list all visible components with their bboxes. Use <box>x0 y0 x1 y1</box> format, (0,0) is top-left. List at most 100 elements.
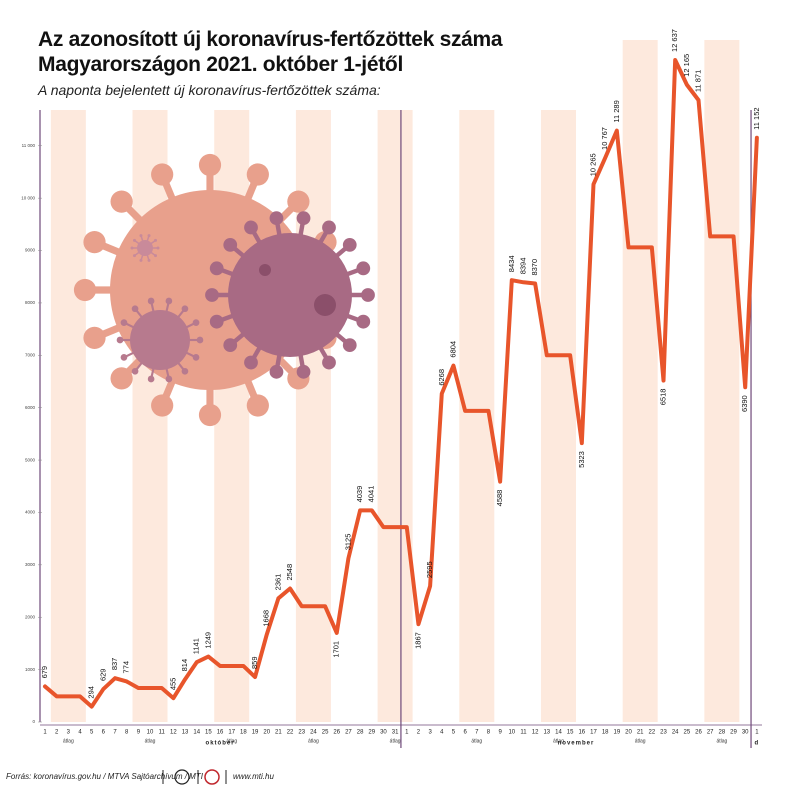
x-tick-label: 29 <box>730 730 737 736</box>
value-label: 814 <box>180 659 189 672</box>
y-tick-label: 7000 <box>25 352 36 357</box>
x-tick-label: 3 <box>67 730 71 736</box>
band-label: átlag <box>553 738 564 744</box>
band-label: átlag <box>226 738 237 744</box>
value-label: 455 <box>168 678 177 691</box>
value-label: 6390 <box>740 395 749 412</box>
x-tick-label: 19 <box>252 730 259 736</box>
value-label: 774 <box>122 661 131 674</box>
x-tick-label: 8 <box>125 730 129 736</box>
virus-spot <box>259 264 271 276</box>
virus-spike-tip <box>110 190 133 213</box>
x-tick-label: 11 <box>520 730 527 736</box>
band <box>540 110 576 722</box>
x-tick-label: 28 <box>719 730 726 736</box>
line <box>43 58 759 709</box>
value-label: 3125 <box>343 534 352 551</box>
y-tick-label: 9000 <box>25 248 36 253</box>
x-tick-label: 23 <box>660 730 667 736</box>
y-tick-label: 11 000 <box>22 143 36 148</box>
x-tick-label: 1 <box>755 730 759 736</box>
x-tick-label: 14 <box>193 730 200 736</box>
virus-body <box>137 240 153 256</box>
virus-spike-tip <box>147 297 155 305</box>
source: Forrás: koronavírus.gov.hu / MTVA Sajtóa… <box>6 772 204 781</box>
plot: átlag átlag átlag átlag átlag átlag átlag átlag… <box>21 29 762 748</box>
virus-spike-tip <box>244 220 258 235</box>
x-tick-label: 19 <box>613 730 620 736</box>
value-label: 1701 <box>332 641 341 658</box>
virus-spike-tip <box>181 305 189 313</box>
virus-spike-tip <box>120 319 128 326</box>
x-tick-label: 4 <box>440 730 444 736</box>
x-tick-label: 17 <box>590 730 597 736</box>
value-label: 859 <box>250 656 259 669</box>
virus-spike-tip <box>139 258 143 262</box>
y-tick-label: 5000 <box>25 457 36 462</box>
x-tick-label: 2 <box>417 730 421 736</box>
band-label: átlag <box>308 738 319 744</box>
value-label: 1249 <box>203 632 212 649</box>
band <box>622 40 658 722</box>
band <box>377 110 413 722</box>
x-tick-label: 14 <box>555 730 562 736</box>
band-label: átlag <box>471 738 482 744</box>
x-tick-label: 16 <box>578 730 585 736</box>
x-tick-label: 1 <box>405 730 409 736</box>
x-tick-label: 9 <box>498 730 502 736</box>
x-tick-label: 22 <box>287 730 294 736</box>
x-tick-label: 8 <box>487 730 491 736</box>
virus-illustration <box>73 153 375 427</box>
value-label: 12 165 <box>682 54 691 77</box>
value-label: 294 <box>87 686 96 699</box>
x-tick-label: 18 <box>240 730 247 736</box>
x-tick-label: 30 <box>742 730 749 736</box>
x-tick-label: 12 <box>532 730 539 736</box>
x-tick-label: 25 <box>684 730 691 736</box>
month-label: november <box>558 741 595 747</box>
value-label: 8370 <box>530 259 539 276</box>
virus-spike-tip <box>356 314 371 329</box>
virus-spike-tip <box>356 261 371 276</box>
virus-spike-tip <box>361 288 375 302</box>
virus-spot <box>314 294 336 316</box>
x-tick-label: 10 <box>147 730 154 736</box>
virus-spike-tip <box>181 367 189 375</box>
x-tick-label: 9 <box>137 730 141 736</box>
value-label: 629 <box>98 669 107 682</box>
x-tick-label: 5 <box>90 730 94 736</box>
logo <box>174 769 190 785</box>
virus-spike-tip <box>223 237 238 252</box>
virus-spike-tip <box>73 278 97 302</box>
x-tick-label: 27 <box>707 730 714 736</box>
virus-spike-tip <box>269 364 284 379</box>
x-tick-label: 13 <box>543 730 550 736</box>
value-label: 1668 <box>262 610 271 627</box>
value-label: 6268 <box>437 369 446 386</box>
virus-spike-tip <box>131 305 139 313</box>
virus-spike-tip <box>130 246 134 250</box>
logo <box>204 769 220 785</box>
value-label: 10 265 <box>588 153 597 176</box>
virus-body <box>130 310 190 370</box>
y-tick-label: 2000 <box>25 614 36 619</box>
virus-spike-tip <box>151 163 174 186</box>
x-tick-label: 24 <box>672 730 679 736</box>
value-label: 5323 <box>577 451 586 468</box>
virus-spike-tip <box>151 394 174 417</box>
virus-spike-tip <box>154 254 158 258</box>
x-tick-label: 7 <box>475 730 479 736</box>
virus-spike-tip <box>132 254 136 258</box>
virus-spike-tip <box>223 338 238 353</box>
virus-spike-tip <box>287 190 310 213</box>
value-label: 1141 <box>192 638 201 654</box>
chart-subtitle: A naponta bejelentett új koronavírus-fer… <box>38 82 381 98</box>
virus-spike-tip <box>120 354 128 361</box>
value-label: 2548 <box>285 564 294 581</box>
x-tick-label: 21 <box>637 730 644 736</box>
chart-title: Az azonosított új koronavírus-fertőzötte… <box>38 28 503 76</box>
x-tick-label: 18 <box>602 730 609 736</box>
band-label: átlag <box>635 738 646 744</box>
x-tick-label: 3 <box>428 730 432 736</box>
